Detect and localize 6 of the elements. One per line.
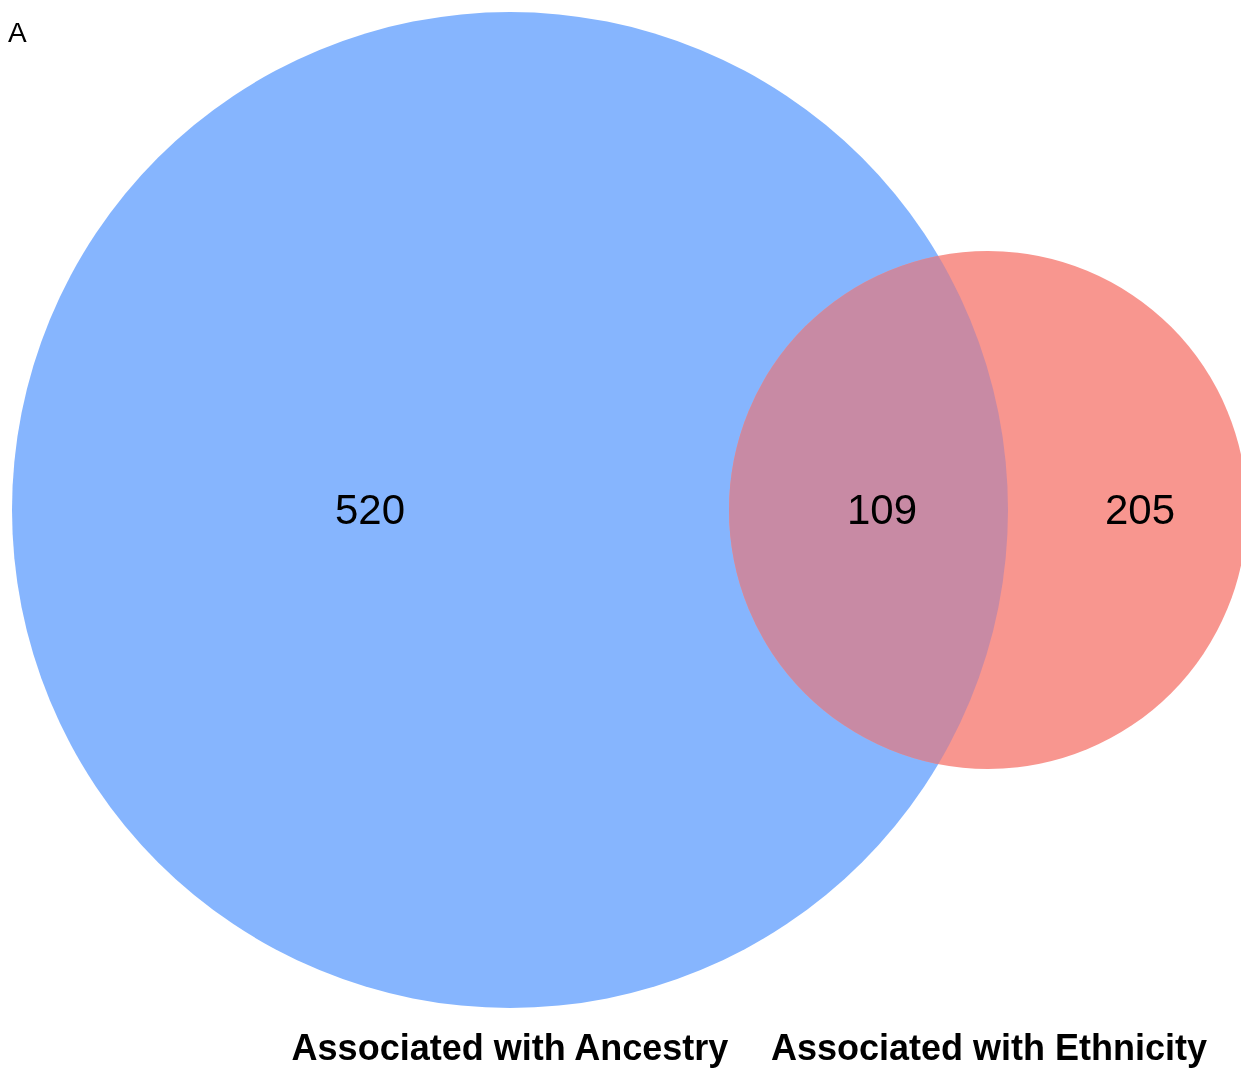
text: Associated with Ancestry [291,1027,729,1068]
text: Associated with Ethnicity [770,1027,1208,1068]
text: A [8,17,27,48]
data-label: 109 [846,485,918,533]
data-label: 520 [334,485,406,533]
data-label: 205 [1104,485,1176,533]
